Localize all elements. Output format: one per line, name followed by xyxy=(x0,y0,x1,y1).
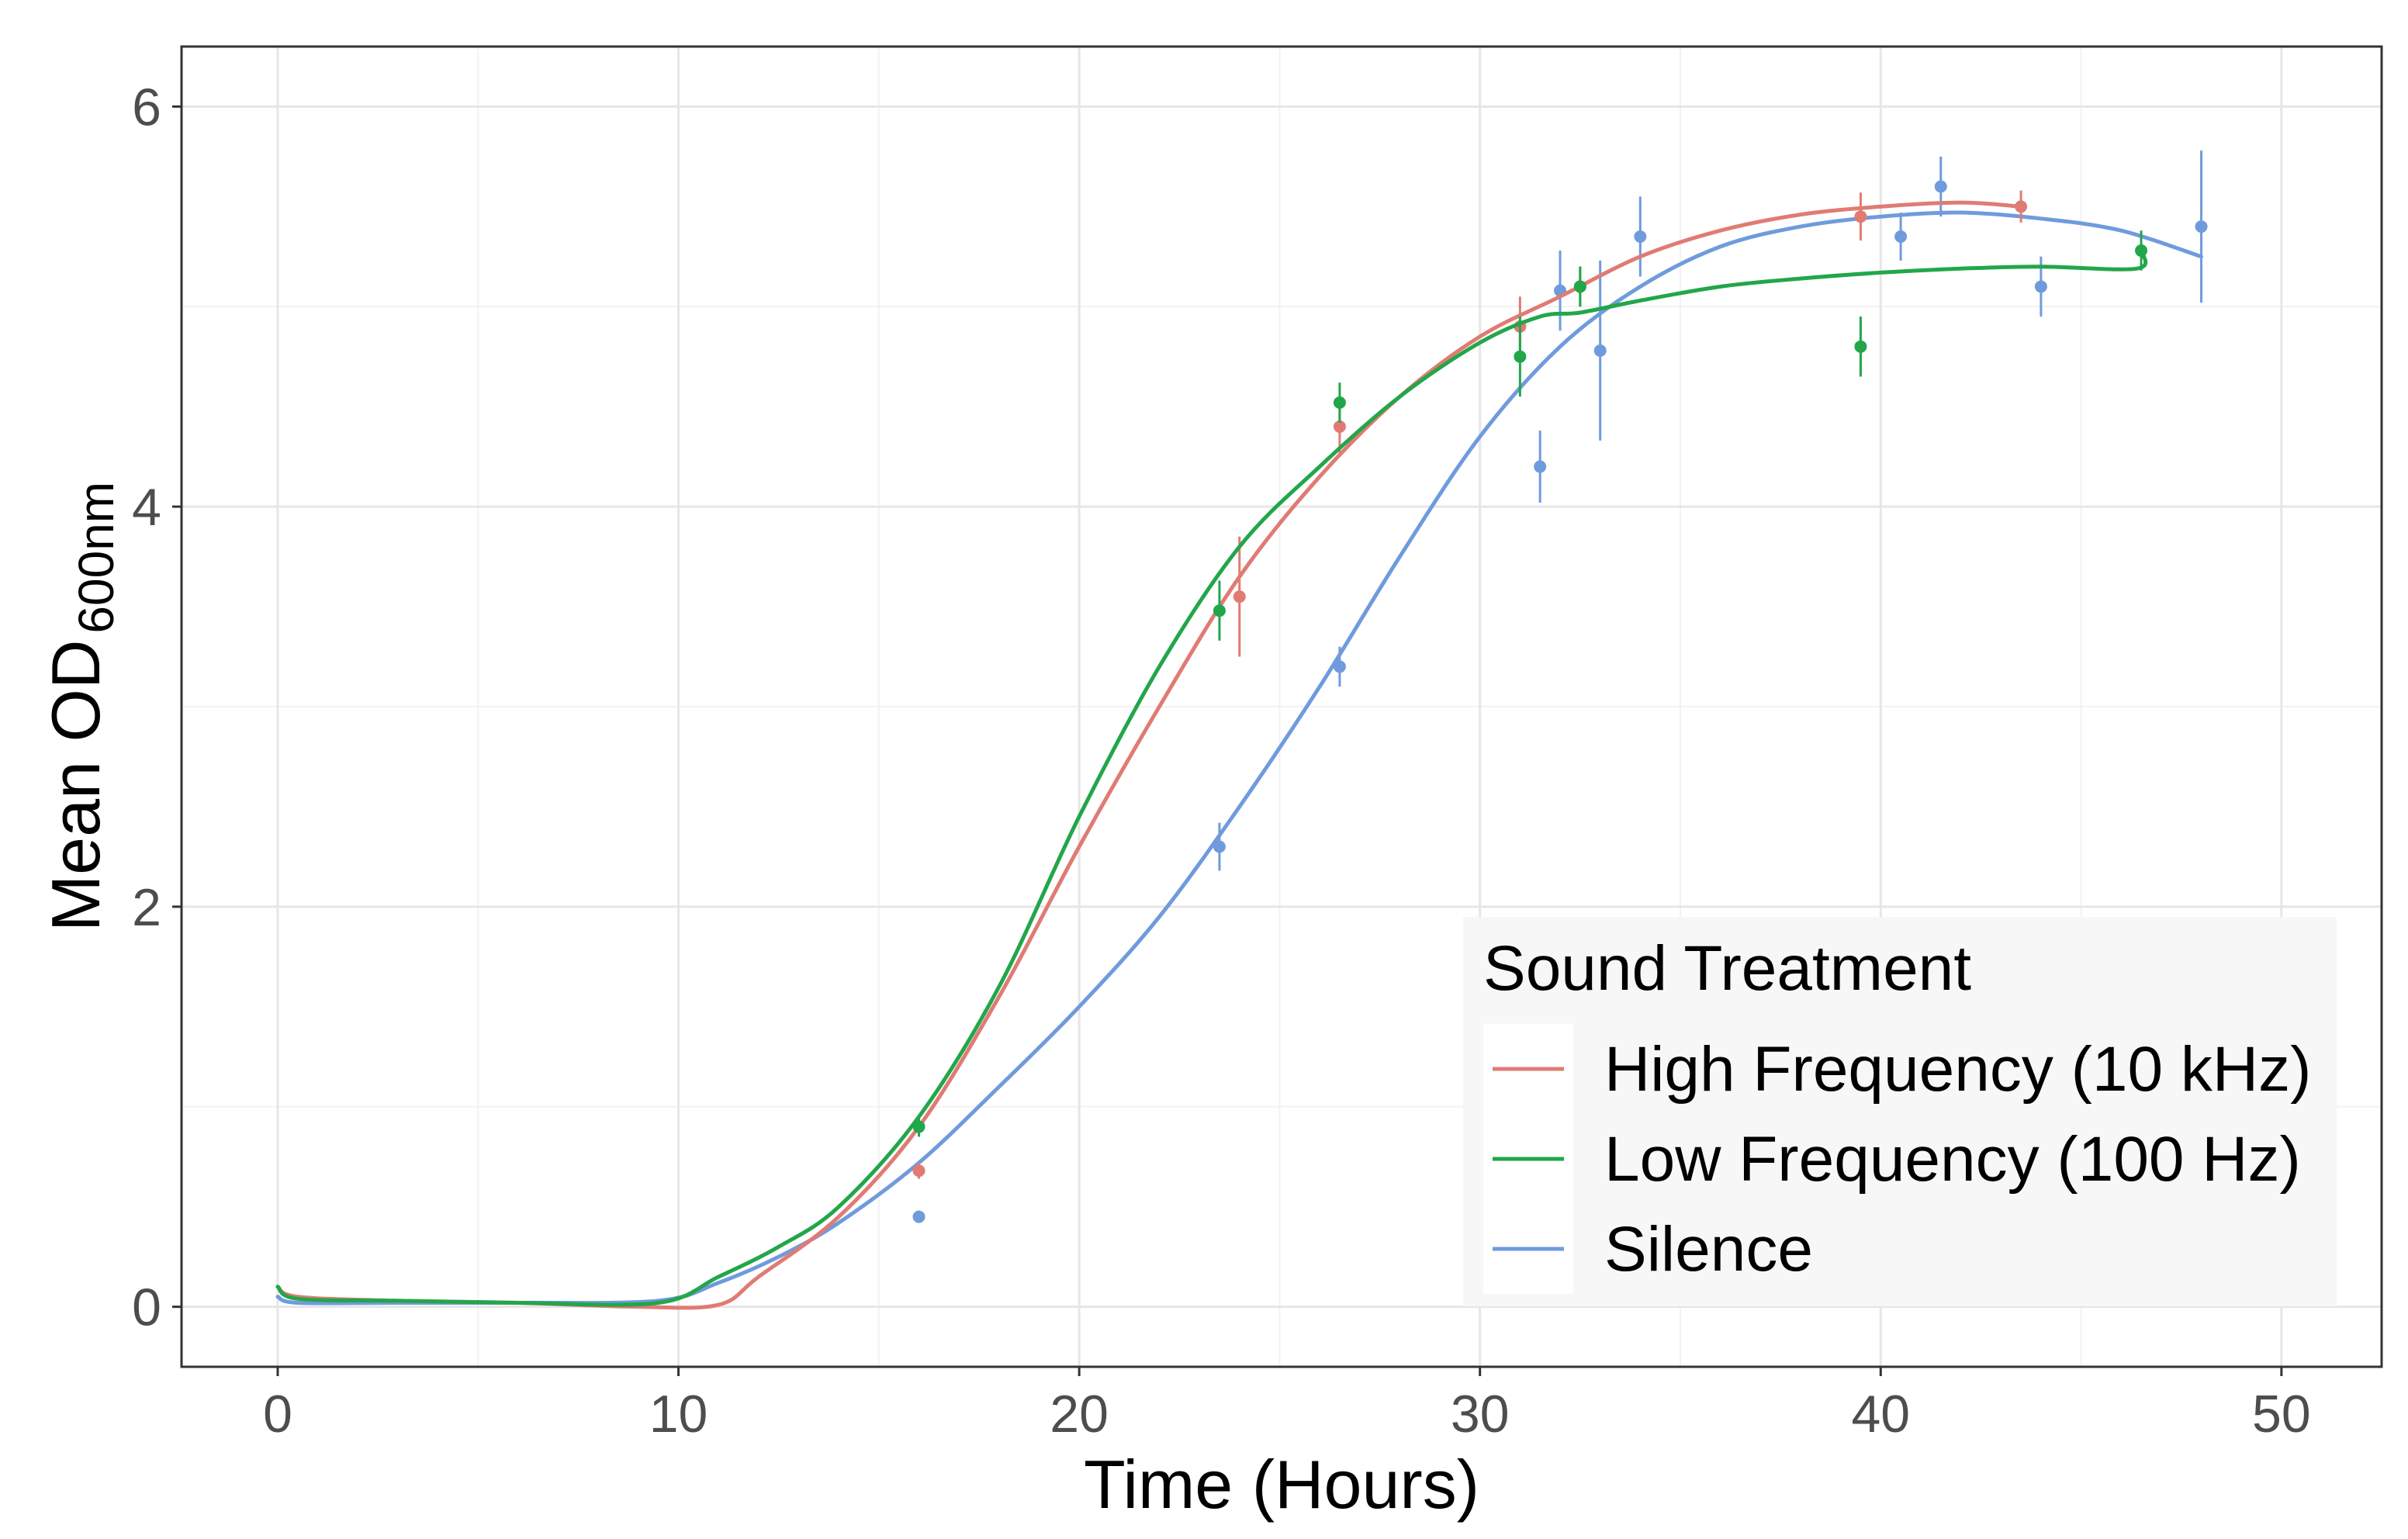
y-tick-label: 0 xyxy=(132,1278,161,1337)
x-tick-label: 10 xyxy=(649,1385,708,1444)
data-point xyxy=(1894,230,1908,243)
data-point xyxy=(1854,340,1867,353)
data-point xyxy=(1593,344,1607,357)
data-point xyxy=(912,1164,925,1178)
y-tick-label: 6 xyxy=(132,78,161,137)
data-point xyxy=(1634,230,1647,243)
y-axis-ticks: 0 2 4 6 xyxy=(132,78,182,1337)
x-tick-label: 30 xyxy=(1451,1385,1510,1444)
x-axis-title: Time (Hours) xyxy=(1084,1446,1479,1523)
legend-title: Sound Treatment xyxy=(1483,933,1971,1004)
data-point xyxy=(912,1210,925,1223)
data-point xyxy=(1573,280,1586,293)
legend-label-high-frequency: High Frequency (10 kHz) xyxy=(1604,1034,2311,1105)
data-point xyxy=(1854,210,1867,223)
data-point xyxy=(1213,604,1226,617)
y-tick-label: 2 xyxy=(132,878,161,937)
data-point xyxy=(2034,280,2047,293)
x-axis-ticks: 0 10 20 30 40 50 xyxy=(263,1367,2311,1444)
panel-border xyxy=(180,45,2383,1368)
data-point xyxy=(1233,590,1246,603)
fitted-curve xyxy=(275,248,2148,1307)
legend-label-silence: Silence xyxy=(1604,1214,1813,1285)
data-point xyxy=(1333,420,1346,433)
legend-label-low-frequency: Low Frequency (100 Hz) xyxy=(1604,1124,2301,1195)
x-tick-label: 40 xyxy=(1851,1385,1910,1444)
y-axis-title: Mean OD 600nm xyxy=(37,482,124,932)
data-point xyxy=(1213,840,1226,853)
series-low-frequency-100-hz xyxy=(275,230,2148,1307)
y-axis-title-main: Mean OD xyxy=(37,640,114,932)
data-point xyxy=(1333,396,1346,410)
data-point xyxy=(1934,180,1947,193)
data-point xyxy=(1333,660,1346,673)
data-point xyxy=(1514,350,1527,363)
x-tick-label: 0 xyxy=(263,1385,292,1444)
data-point xyxy=(1534,460,1547,473)
legend: Sound Treatment High Frequency (10 kHz) … xyxy=(1463,917,2337,1306)
series-layer xyxy=(275,150,2208,1310)
legend-box xyxy=(1463,917,2337,1306)
data-point xyxy=(2195,220,2208,233)
major-gridlines xyxy=(182,47,2382,1367)
y-tick-label: 4 xyxy=(132,478,161,537)
y-axis-title-subscript: 600nm xyxy=(68,482,124,634)
x-tick-label: 20 xyxy=(1050,1385,1109,1444)
x-tick-label: 50 xyxy=(2252,1385,2311,1444)
